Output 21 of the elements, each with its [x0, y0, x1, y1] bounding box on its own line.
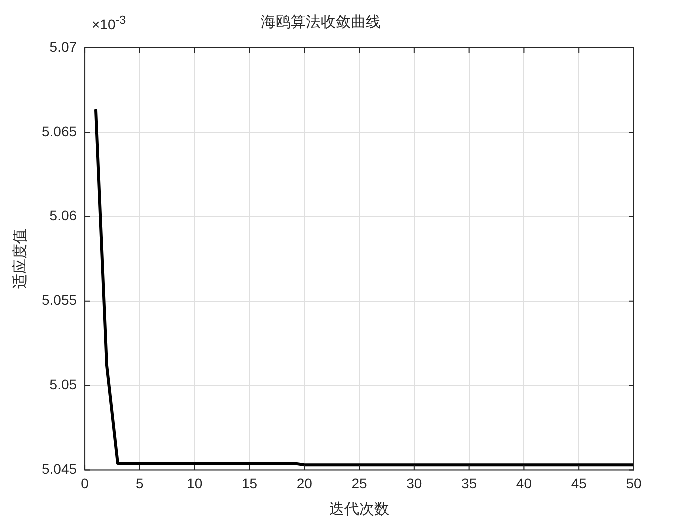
x-tick-label: 30: [406, 475, 422, 492]
y-tick-label: 5.07: [50, 38, 78, 55]
x-tick-label: 20: [296, 475, 313, 492]
y-tick-label: 5.055: [42, 292, 78, 308]
y-axis-title: 适应度值: [12, 229, 30, 290]
x-tick-label: 35: [462, 475, 478, 492]
y-tick-label: 5.06: [50, 208, 78, 224]
x-tick-label: 10: [187, 475, 203, 492]
y-tick-label: 5.05: [50, 376, 78, 393]
x-tick-label: 25: [352, 475, 368, 492]
x-tick-label: 0: [81, 475, 90, 492]
x-tick-label: 15: [242, 475, 258, 492]
x-tick-label: 50: [626, 475, 642, 492]
text: ×10$^{-3}$: [92, 14, 126, 33]
x-axis-title: 迭代次数: [330, 501, 390, 518]
y-tick-label: 5.065: [42, 123, 78, 140]
x-tick-label: 45: [571, 475, 588, 492]
y-tick-label: 5.045: [42, 461, 78, 478]
x-tick-label: 5: [136, 475, 144, 492]
chart-title: 海鸥算法收敛曲线: [261, 14, 381, 32]
x-tick-label: 40: [516, 475, 532, 492]
